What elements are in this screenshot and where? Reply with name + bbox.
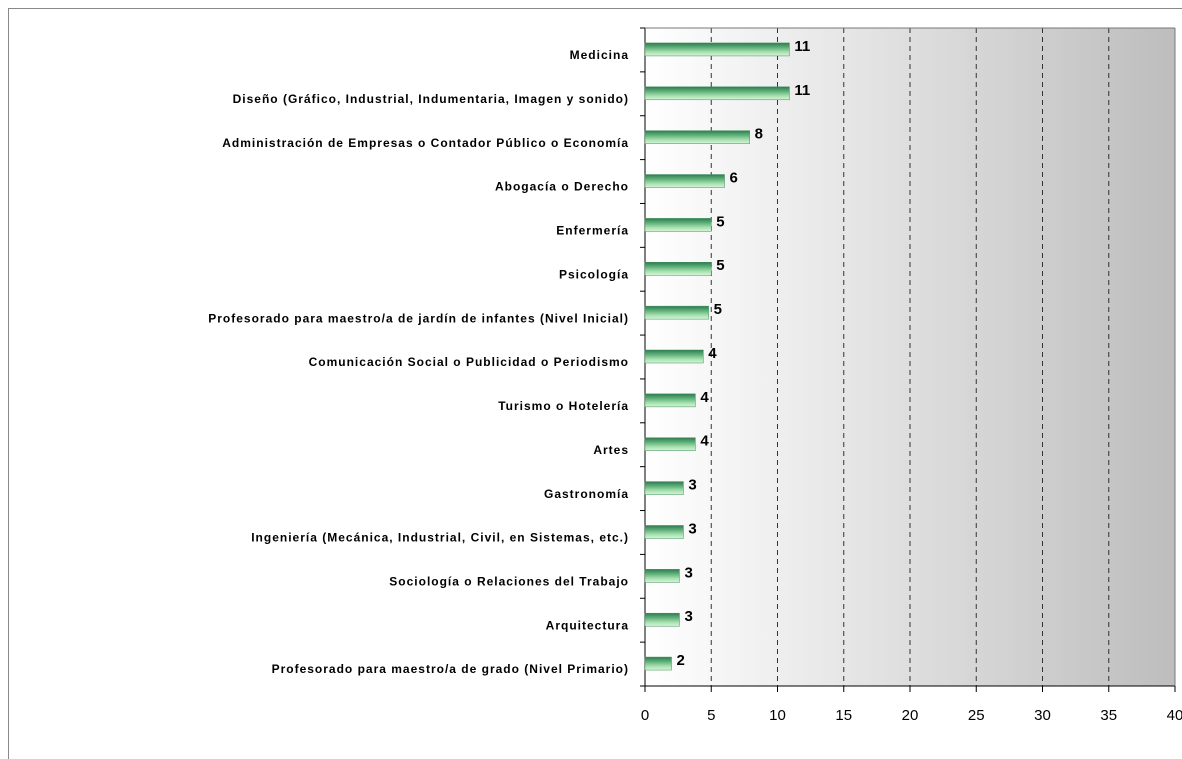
y-tick-label: Profesorado para maestro/a de jardín de …: [208, 311, 629, 325]
data-label: 3: [688, 477, 696, 494]
bar: [644, 130, 750, 144]
bar: [644, 569, 680, 583]
y-tick-label: Sociología o Relaciones del Trabajo: [389, 575, 629, 589]
x-tick-label: 35: [1100, 707, 1117, 724]
data-label: 6: [730, 170, 738, 187]
y-tick-label: Artes: [593, 443, 629, 457]
y-tick-label: Abogacía o Derecho: [495, 180, 629, 194]
data-label: 5: [716, 213, 724, 230]
x-tick-label: 40: [1167, 707, 1182, 724]
bar: [644, 262, 712, 276]
data-label: 5: [714, 301, 722, 318]
y-tick-label: Enfermería: [556, 224, 629, 238]
y-tick-label: Turismo o Hotelería: [498, 399, 629, 413]
y-tick-label: Psicología: [559, 267, 629, 281]
x-tick-label: 5: [707, 707, 715, 724]
data-label: 2: [677, 652, 685, 669]
bar: [644, 218, 712, 232]
data-label: 4: [700, 433, 709, 450]
y-tick-label: Comunicación Social o Publicidad o Perio…: [309, 355, 629, 369]
bar: [644, 481, 684, 495]
x-tick-label: 15: [835, 707, 852, 724]
data-label: 4: [708, 345, 717, 362]
y-tick-label: Diseño (Gráfico, Industrial, Indumentari…: [233, 92, 629, 106]
y-tick-label: Profesorado para maestro/a de grado (Niv…: [272, 662, 629, 676]
data-label: 3: [684, 608, 692, 625]
data-label: 11: [794, 82, 810, 99]
bar: [644, 349, 704, 364]
bar: [644, 305, 709, 320]
bar: [644, 86, 790, 101]
y-tick-label: Gastronomía: [544, 487, 629, 501]
x-tick-label: 30: [1034, 707, 1051, 724]
data-label: 11: [794, 38, 810, 55]
x-tick-label: 0: [641, 707, 649, 724]
y-tick-label: Arquitectura: [546, 618, 629, 632]
x-tick-label: 10: [769, 707, 786, 724]
bar: [644, 42, 790, 57]
bar: [644, 174, 725, 188]
y-tick-label: Medicina: [570, 48, 629, 62]
x-tick-label: 25: [968, 707, 985, 724]
bar: [644, 393, 696, 408]
bar: [644, 612, 680, 627]
bar: [644, 656, 672, 671]
chart-border: [8, 8, 1182, 759]
data-label: 3: [684, 564, 692, 581]
y-tick-label: Ingeniería (Mecánica, Industrial, Civil,…: [251, 531, 629, 545]
x-tick-label: 20: [902, 707, 919, 724]
bar: [644, 437, 696, 451]
bar: [644, 525, 684, 539]
data-label: 4: [700, 389, 709, 406]
data-label: 3: [688, 520, 696, 537]
data-label: 8: [755, 126, 763, 143]
data-label: 5: [716, 257, 724, 274]
y-tick-label: Administración de Empresas o Contador Pú…: [222, 136, 629, 150]
